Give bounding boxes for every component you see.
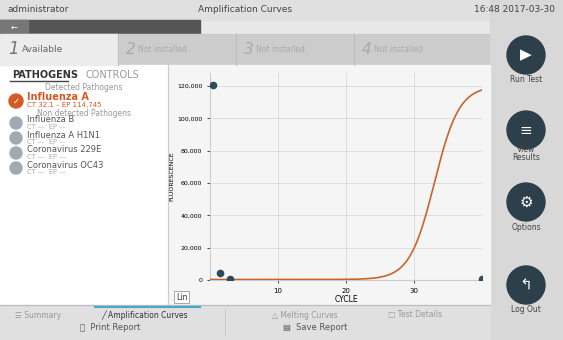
Text: CT ––  EP ––: CT –– EP –– bbox=[27, 169, 66, 175]
Text: Amplification Curves: Amplification Curves bbox=[198, 5, 292, 15]
Text: CT ––  EP ––: CT –– EP –– bbox=[27, 139, 66, 145]
Text: ▶: ▶ bbox=[520, 48, 532, 63]
Text: ↰: ↰ bbox=[520, 277, 533, 292]
Text: Results: Results bbox=[512, 153, 540, 163]
Text: Available: Available bbox=[22, 45, 63, 53]
Text: ≡: ≡ bbox=[520, 122, 533, 137]
Text: Influenza A: Influenza A bbox=[27, 92, 89, 102]
Circle shape bbox=[10, 162, 22, 174]
Circle shape bbox=[9, 94, 23, 108]
Text: 16:48 2017-03-30: 16:48 2017-03-30 bbox=[474, 5, 555, 15]
Text: 3: 3 bbox=[244, 41, 254, 56]
Bar bbox=[168, 65, 490, 305]
Bar bbox=[0, 305, 490, 340]
Text: Influenza A H1N1: Influenza A H1N1 bbox=[27, 131, 100, 139]
Circle shape bbox=[507, 183, 545, 221]
Text: ▤  Save Report: ▤ Save Report bbox=[283, 323, 347, 333]
Circle shape bbox=[507, 111, 545, 149]
Bar bbox=[0, 34, 118, 65]
Text: ⚙: ⚙ bbox=[519, 194, 533, 209]
Bar bbox=[490, 0, 563, 340]
Text: CT 32.1 – EP 114,745: CT 32.1 – EP 114,745 bbox=[27, 102, 101, 108]
Text: 1: 1 bbox=[8, 40, 19, 58]
Circle shape bbox=[507, 36, 545, 74]
Circle shape bbox=[507, 266, 545, 304]
Text: Run Test: Run Test bbox=[510, 75, 542, 85]
Text: 4: 4 bbox=[362, 41, 372, 56]
Bar bbox=[0, 20, 200, 34]
Text: ☰ Summary: ☰ Summary bbox=[15, 310, 61, 320]
X-axis label: CYCLE: CYCLE bbox=[334, 295, 358, 304]
Y-axis label: FLUORESCENCE: FLUORESCENCE bbox=[169, 152, 174, 201]
Text: Not installed: Not installed bbox=[256, 45, 305, 53]
Text: Non detected Pathogens: Non detected Pathogens bbox=[37, 109, 131, 119]
Text: CT ––  EP ––: CT –– EP –– bbox=[27, 124, 66, 130]
Circle shape bbox=[10, 117, 22, 129]
Text: ⎙  Print Report: ⎙ Print Report bbox=[80, 323, 140, 333]
Text: administrator: administrator bbox=[8, 5, 69, 15]
Text: Not installed: Not installed bbox=[374, 45, 423, 53]
Text: ✓: ✓ bbox=[12, 97, 20, 105]
Text: △ Melting Curves: △ Melting Curves bbox=[272, 310, 338, 320]
Text: Detected Pathogens: Detected Pathogens bbox=[45, 84, 123, 92]
Text: CT ––  EP ––: CT –– EP –– bbox=[27, 154, 66, 160]
Text: Lin: Lin bbox=[176, 292, 187, 302]
Circle shape bbox=[10, 132, 22, 144]
Text: Coronavirus 229E: Coronavirus 229E bbox=[27, 146, 101, 154]
Text: Influenza B: Influenza B bbox=[27, 116, 74, 124]
Bar bbox=[0, 20, 28, 34]
Text: □ Test Details: □ Test Details bbox=[388, 310, 442, 320]
Text: Not installed: Not installed bbox=[138, 45, 187, 53]
Bar bbox=[0, 0, 563, 20]
Text: Coronavirus OC43: Coronavirus OC43 bbox=[27, 160, 104, 170]
Text: View: View bbox=[517, 146, 535, 154]
Bar bbox=[0, 65, 168, 305]
Text: Log Out: Log Out bbox=[511, 306, 541, 315]
Text: ╱ Amplification Curves: ╱ Amplification Curves bbox=[102, 310, 188, 320]
Text: PATHOGENS: PATHOGENS bbox=[12, 70, 78, 80]
Bar bbox=[0, 34, 490, 65]
Text: CONTROLS: CONTROLS bbox=[85, 70, 138, 80]
Text: ←: ← bbox=[11, 22, 17, 32]
Text: 2: 2 bbox=[126, 41, 136, 56]
Text: Options: Options bbox=[511, 222, 541, 232]
Circle shape bbox=[10, 147, 22, 159]
